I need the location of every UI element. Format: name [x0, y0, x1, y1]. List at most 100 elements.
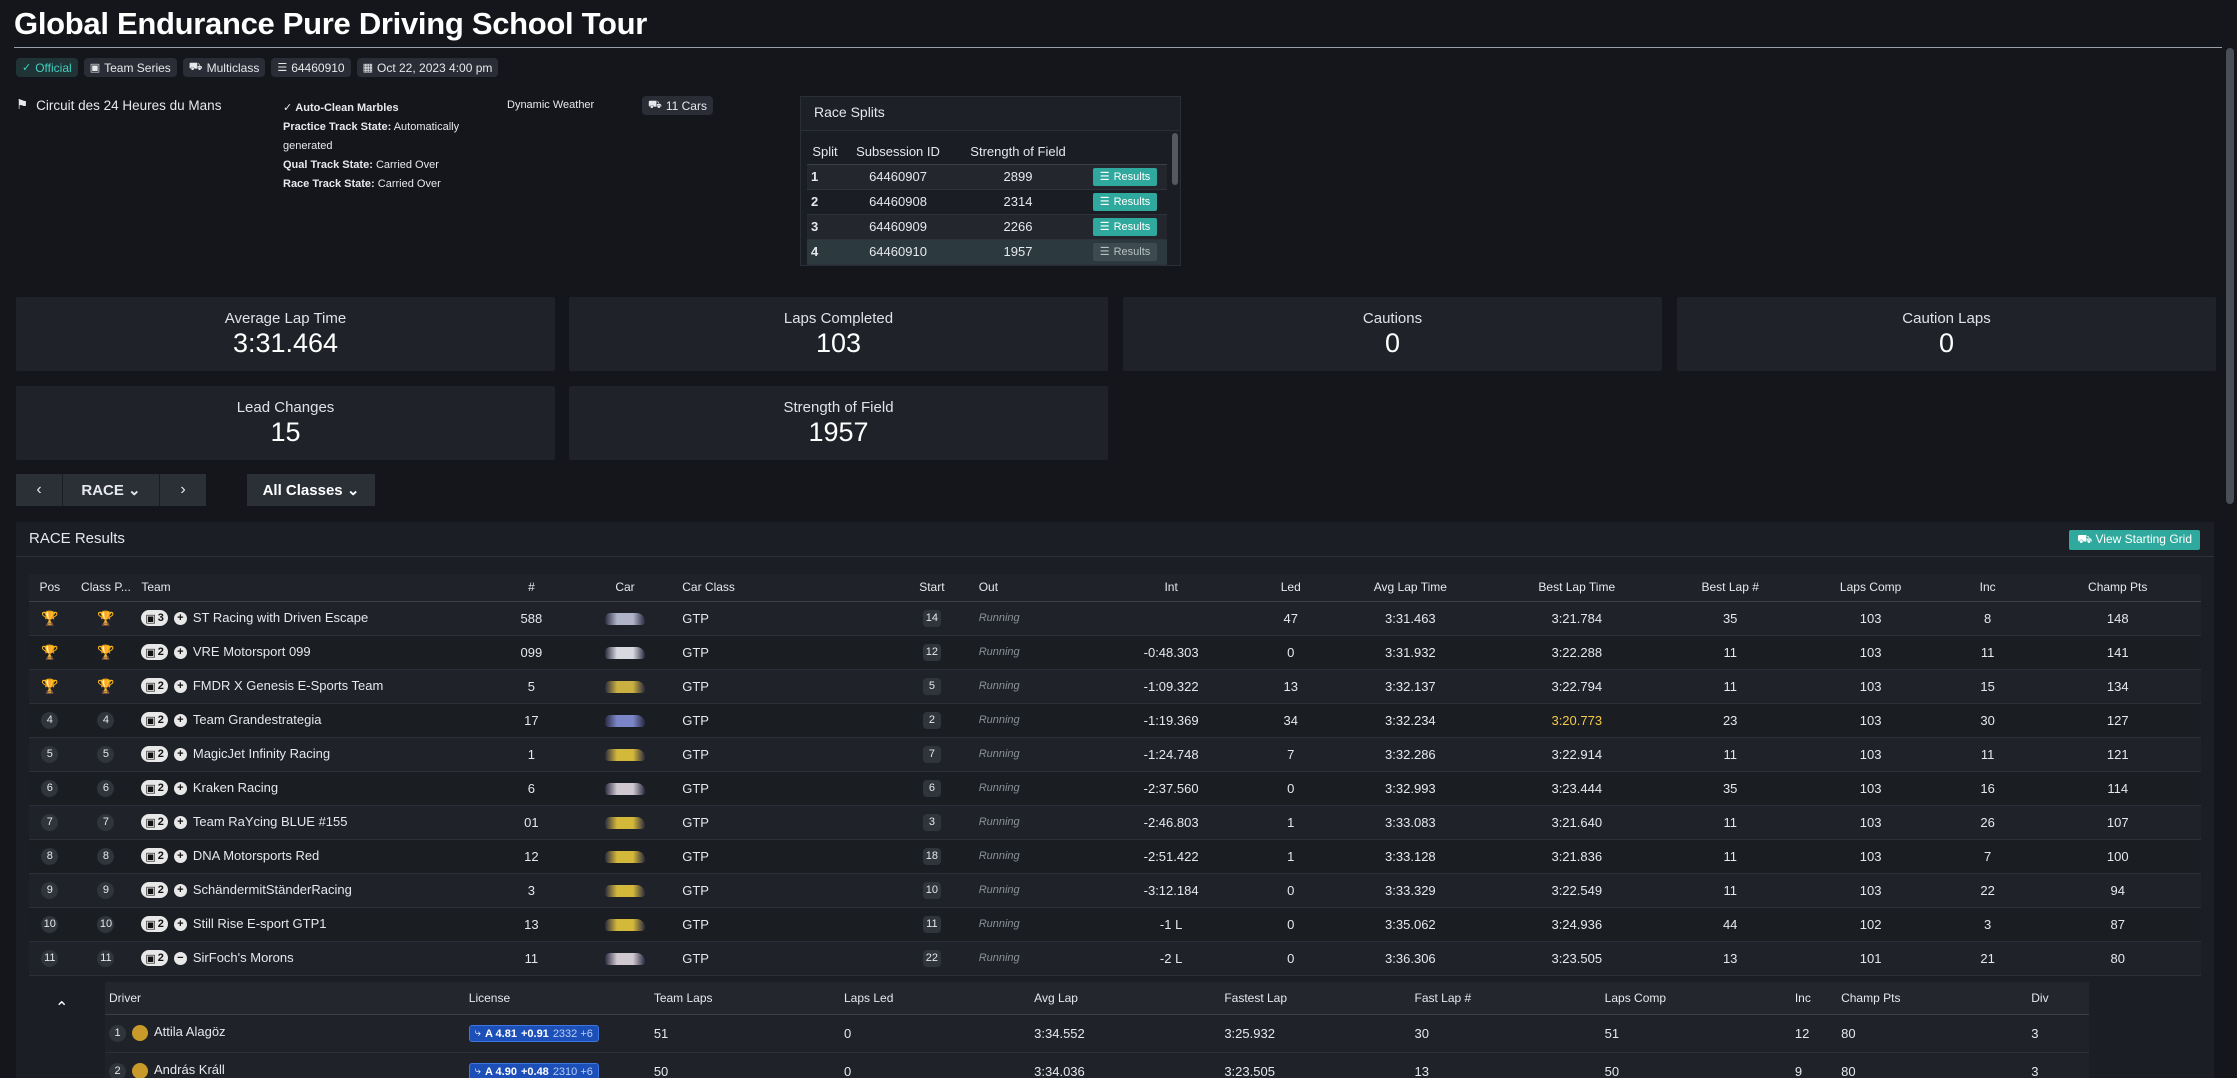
- results-row[interactable]: 6 6 ▣ 2 + Kraken Racing 6 GTP 6 Running -2:37.560 0…: [29, 771, 2201, 806]
- results-row[interactable]: 🏆 🏆 ▣ 3 + ST Racing with Driven Escape 588 GTP 1…: [29, 601, 2201, 636]
- fast-lap-number-header[interactable]: Fast Lap #: [1410, 982, 1601, 1015]
- track-name: Circuit des 24 Heures du Mans: [36, 97, 222, 113]
- driver-header[interactable]: Driver: [105, 982, 465, 1015]
- position-cell: 8: [29, 839, 71, 874]
- team-cell: ▣ 2− SirFoch's Morons: [141, 941, 495, 976]
- expand-row-icon[interactable]: +: [173, 747, 187, 761]
- splits-scrollbar[interactable]: [1172, 133, 1178, 185]
- laps-comp-header[interactable]: Laps Comp: [1800, 574, 1941, 602]
- results-row[interactable]: 5 5 ▣ 2 + MagicJet Infinity Racing 1 GTP 7 Runnin…: [29, 737, 2201, 772]
- split-results-label: Results: [1113, 170, 1151, 183]
- expand-row-icon[interactable]: +: [173, 679, 187, 693]
- results-row[interactable]: 10 10 ▣ 2 + Still Rise E-sport GTP1 13 GTP 11 Run…: [29, 907, 2201, 942]
- team-cell: ▣ 2 + Kraken Racing: [141, 771, 495, 806]
- team-name[interactable]: ST Racing with Driven Escape: [192, 609, 369, 625]
- interval-header[interactable]: Int: [1087, 574, 1255, 602]
- laps-comp-header[interactable]: Laps Comp: [1600, 982, 1791, 1015]
- view-starting-grid-button[interactable]: ⛟ View Starting Grid: [2069, 530, 2200, 550]
- class-filter-dropdown[interactable]: All Classes ⌄: [247, 474, 375, 506]
- champ-points: 114: [2034, 771, 2201, 806]
- team-header[interactable]: Team: [141, 574, 495, 602]
- fastest-lap-header[interactable]: Fastest Lap: [1220, 982, 1411, 1015]
- team-name[interactable]: Team RaYcing BLUE #155: [192, 813, 348, 829]
- stat-cautions: Cautions 0: [1123, 297, 1662, 371]
- class-position-cell: 9: [70, 873, 142, 908]
- driver-name[interactable]: Attila Alagöz: [154, 1024, 226, 1039]
- results-row[interactable]: 🏆 🏆 ▣ 2 + VRE Motorsport 099 099 GTP 12 Running -0…: [29, 635, 2201, 670]
- car-header[interactable]: Car: [567, 574, 683, 602]
- pos-header[interactable]: Pos: [29, 574, 71, 602]
- split-results-button[interactable]: ☰ Results: [1092, 217, 1158, 236]
- split-results-button[interactable]: ☰ Results: [1092, 192, 1158, 211]
- incidents-header[interactable]: Inc: [1940, 574, 2035, 602]
- incidents-header[interactable]: Inc: [1790, 982, 1838, 1015]
- expand-row-icon[interactable]: +: [173, 713, 187, 727]
- start-header[interactable]: Start: [885, 574, 979, 602]
- best-lap-header[interactable]: Best Lap Time: [1493, 574, 1660, 602]
- driver-row[interactable]: 2 András Králl ⤷ A 4.90 +0.48 2310 +6 50 0 3:34.…: [105, 1052, 2089, 1078]
- laps-led-header[interactable]: Laps Led: [839, 982, 1031, 1015]
- laps-led-header[interactable]: Led: [1254, 574, 1328, 602]
- expand-row-icon[interactable]: +: [173, 917, 187, 931]
- expand-row-icon[interactable]: +: [173, 611, 187, 625]
- collapse-row-icon[interactable]: −: [173, 951, 187, 965]
- stat-lead-changes: Lead Changes 15: [16, 386, 555, 460]
- team-name[interactable]: FMDR X Genesis E-Sports Team: [192, 677, 384, 693]
- team-name[interactable]: Team Grandestrategia: [192, 711, 322, 727]
- champ-points: 94: [2034, 873, 2201, 908]
- page-scrollbar[interactable]: [2226, 48, 2234, 504]
- session-dropdown[interactable]: RACE ⌄: [62, 474, 160, 506]
- split-results-button[interactable]: ☰ Results: [1092, 242, 1158, 261]
- avg-lap-header[interactable]: Avg Lap: [1030, 982, 1221, 1015]
- out-header[interactable]: Out: [978, 574, 1088, 602]
- expand-row-icon[interactable]: +: [173, 883, 187, 897]
- laps-completed: 101: [1800, 941, 1941, 976]
- next-session-button[interactable]: ›: [160, 474, 206, 506]
- team-cell: ▣ 2 + VRE Motorsport 099: [141, 635, 495, 670]
- laps-led: 0: [1254, 635, 1328, 670]
- avg-lap-header[interactable]: Avg Lap Time: [1327, 574, 1494, 602]
- position-cell: 11: [29, 941, 71, 976]
- team-name[interactable]: DNA Motorsports Red: [192, 847, 320, 863]
- expand-row-icon[interactable]: +: [173, 815, 187, 829]
- start-position: 7: [922, 746, 941, 763]
- team-name[interactable]: SirFoch's Morons: [192, 949, 294, 965]
- team-name[interactable]: SchändermitStänderRacing: [192, 881, 352, 897]
- results-row[interactable]: 11 11 ▣ 2− SirFoch's Morons 11 GTP 22 Running -2 …: [29, 941, 2201, 976]
- team-icon: ▣: [145, 952, 156, 965]
- division-header[interactable]: Div: [2027, 982, 2089, 1015]
- out-status: Running: [978, 635, 1088, 670]
- previous-session-button[interactable]: ‹: [16, 474, 62, 506]
- driver-count: 2: [157, 918, 164, 931]
- team-name[interactable]: Kraken Racing: [192, 779, 279, 795]
- results-row[interactable]: 🏆 🏆 ▣ 2 + FMDR X Genesis E-Sports Team 5 GTP 5 Ru…: [29, 669, 2201, 704]
- best-lap-number-header[interactable]: Best Lap #: [1659, 574, 1801, 602]
- laps-completed: 103: [1800, 771, 1941, 806]
- results-row[interactable]: 4 4 ▣ 2 + Team Grandestrategia 17 GTP 2 Running -1…: [29, 703, 2201, 738]
- class-pos-header[interactable]: Class P...: [70, 574, 142, 602]
- team-name[interactable]: VRE Motorsport 099: [192, 643, 311, 659]
- best-lap-number: 23: [1659, 703, 1801, 738]
- champ-pts-header[interactable]: Champ Pts: [2034, 574, 2201, 602]
- team-laps-value: 50: [649, 1052, 840, 1078]
- expand-row-icon[interactable]: +: [173, 645, 187, 659]
- split-results-button[interactable]: ☰ Results: [1092, 167, 1158, 186]
- position-value: 7: [41, 814, 59, 831]
- driver-name[interactable]: András Králl: [154, 1062, 225, 1077]
- results-row[interactable]: 9 9 ▣ 2 + SchändermitStänderRacing 3 GTP 10 Runni…: [29, 873, 2201, 908]
- expand-row-icon[interactable]: +: [173, 849, 187, 863]
- out-status: Running: [978, 839, 1088, 874]
- license-header[interactable]: License: [464, 982, 650, 1015]
- expand-row-icon[interactable]: +: [173, 781, 187, 795]
- results-row[interactable]: 8 8 ▣ 2 + DNA Motorsports Red 12 GTP 18 Running -2…: [29, 839, 2201, 874]
- car-class: GTP: [682, 601, 886, 636]
- team-name[interactable]: Still Rise E-sport GTP1: [192, 915, 327, 931]
- results-row[interactable]: 7 7 ▣ 2 + Team RaYcing BLUE #155 01 GTP 3 Running…: [29, 805, 2201, 840]
- champ-pts-header[interactable]: Champ Pts: [1837, 982, 2028, 1015]
- team-laps-header[interactable]: Team Laps: [649, 982, 840, 1015]
- team-name[interactable]: MagicJet Infinity Racing: [192, 745, 331, 761]
- car-number-header[interactable]: #: [495, 574, 568, 602]
- chevron-up-icon[interactable]: ⌃: [55, 1000, 69, 1017]
- driver-row[interactable]: 1 Attila Alagöz ⤷ A 4.81 +0.91 2332 +6 51 0 3:34…: [105, 1014, 2089, 1053]
- car-class-header[interactable]: Car Class: [682, 574, 886, 602]
